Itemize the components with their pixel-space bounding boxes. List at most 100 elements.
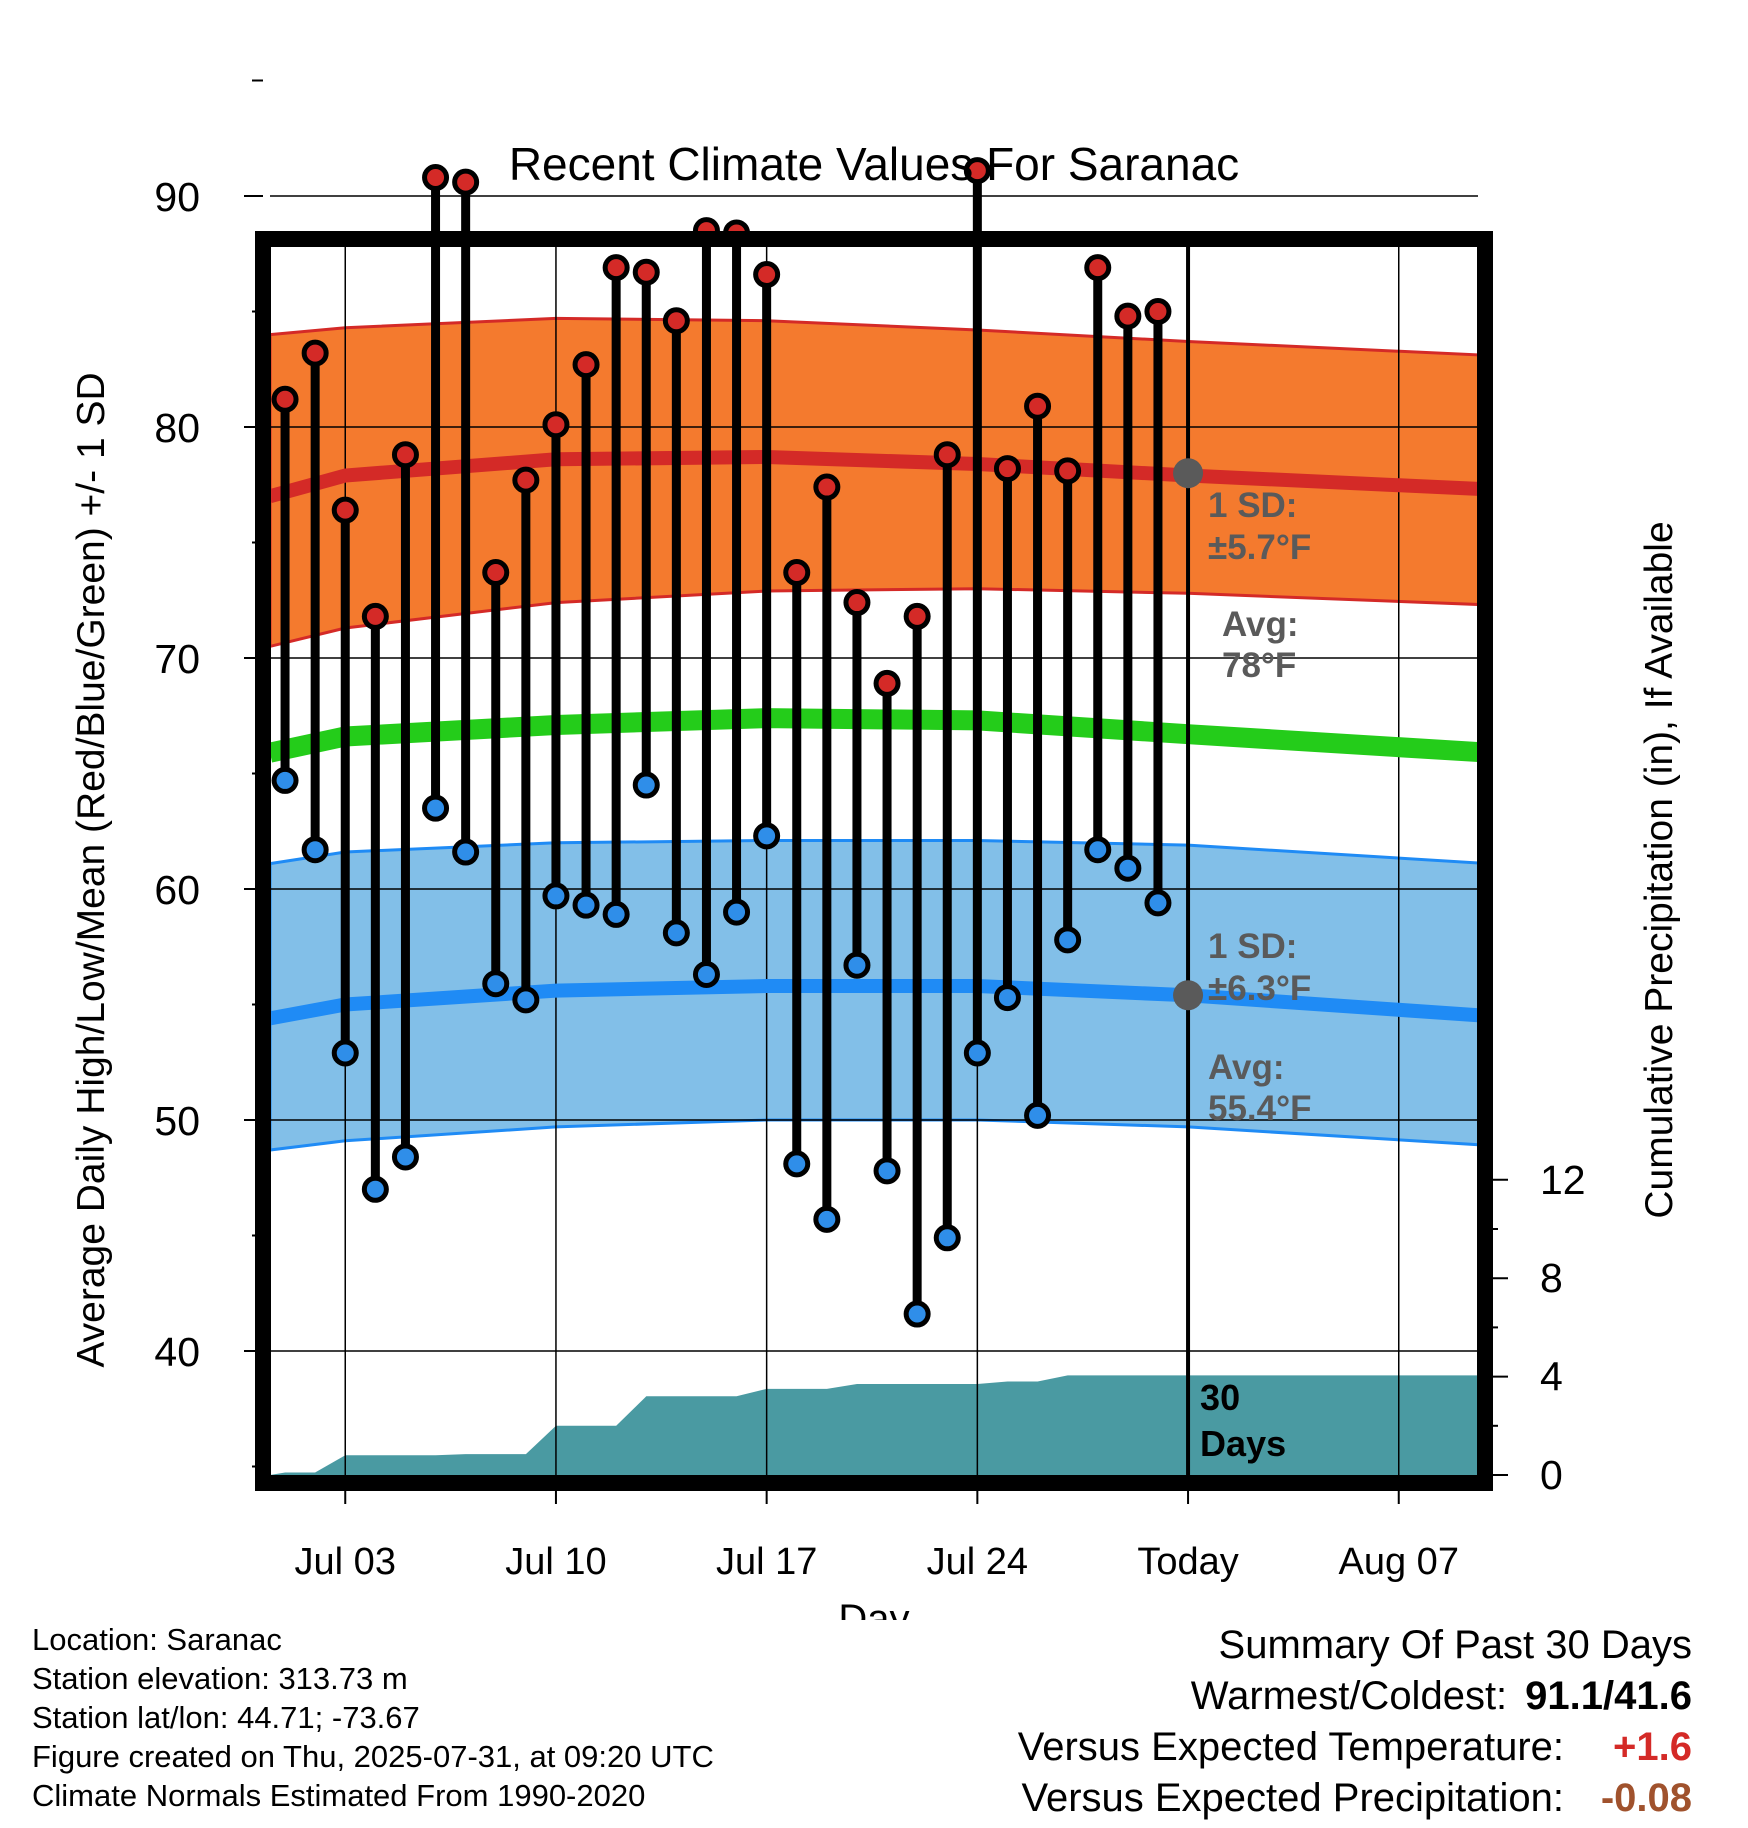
warmest-value: 91.1/41.6 [1525,1674,1692,1718]
low-point [632,771,660,799]
high-point [1084,254,1112,282]
summary-temp-row: Versus Expected Temperature: +1.6 [1018,1722,1692,1773]
today-marker: 30 Days [1186,246,1286,1476]
x-axis-label: Day [838,1597,909,1620]
high-point [422,164,450,192]
low-point [331,1039,359,1067]
summary-precip-row: Versus Expected Precipitation: -0.08 [1018,1773,1692,1824]
low-point [452,838,480,866]
high-avg-marker [1173,458,1204,489]
low-point [692,960,720,988]
daily-points [271,157,1172,1328]
y2-tick-label: 4 [1540,1354,1563,1400]
high-point [361,602,389,630]
daily-range-bars [280,170,1163,1315]
high-point [632,258,660,286]
low-point [753,822,781,850]
low-avg-value: 55.4°F [1208,1089,1312,1128]
high-avg-label: Avg: [1222,605,1298,644]
x-tick-label: Jul 24 [927,1541,1028,1583]
today-days-label: 30 [1200,1377,1240,1418]
summary-warmest-row: Warmest/Coldest: 91.1/41.6 [1018,1671,1692,1722]
low-point [933,1224,961,1252]
high-point [542,411,570,439]
low-point [602,900,630,928]
low-point [1144,889,1172,917]
low-point [873,1157,901,1185]
high-point [933,441,961,469]
low-point [723,898,751,926]
low-point [361,1175,389,1203]
low-point [572,891,600,919]
high-point [843,589,871,617]
low-point [301,836,329,864]
low-point [662,919,690,947]
normals-text: Climate Normals Estimated From 1990-2020 [32,1778,646,1813]
low-point [512,986,540,1014]
axes: 40 50 60 70 80 90 0 4 8 12 Jul 03 Jul 10 Jul 17 Jul 2… [154,79,1586,1583]
low-point [963,1039,991,1067]
chart-title: Recent Climate Values For Saranac [509,138,1239,190]
elevation-text: Station elevation: 313.73 m [32,1661,408,1696]
high-point [993,455,1021,483]
high-point [301,339,329,367]
high-point [271,385,299,413]
y-tick-label: 60 [154,867,200,913]
mean-normal-line [267,708,1490,763]
high-point [1024,392,1052,420]
precip-area [270,1375,1489,1475]
low-point [271,766,299,794]
x-tick-label: Aug 07 [1339,1541,1459,1583]
summary-title: Summary Of Past 30 Days [1218,1623,1692,1667]
high-point [452,168,480,196]
high-point [783,559,811,587]
low-sd-value: ±6.3°F [1208,969,1311,1008]
high-point [813,473,841,501]
normal-bands [268,316,1491,1152]
high-point [753,261,781,289]
y2-tick-label: 0 [1540,1452,1563,1498]
y-tick-label: 50 [154,1098,200,1144]
high-point [331,496,359,524]
temp-label: Versus Expected Temperature: [1017,1725,1564,1769]
frame-rect [255,231,1493,1491]
low-avg-label: Avg: [1208,1048,1284,1087]
low-point [783,1150,811,1178]
summary-panel: Summary Of Past 30 Days Warmest/Coldest:… [1018,1620,1692,1824]
high-point [512,466,540,494]
low-point [391,1143,419,1171]
high-point [873,669,901,697]
y-tick-label: 70 [154,636,200,682]
x-tick-label: Jul 03 [295,1541,396,1583]
precip-label: Versus Expected Precipitation: [1021,1776,1564,1820]
precipitation-area [270,1375,1489,1475]
created-text: Figure created on Thu, 2025-07-31, at 09… [32,1739,714,1774]
high-point [1054,457,1082,485]
today-days-label: Days [1200,1423,1286,1464]
low-sd-label: 1 SD: [1208,927,1297,966]
y2-axis-label: Cumulative Precipitation (in), If Availa… [1638,521,1681,1218]
high-sd-label: 1 SD: [1208,486,1297,525]
high-point [903,602,931,630]
precip-value: -0.08 [1600,1776,1692,1820]
high-point [391,441,419,469]
temp-value: +1.6 [1613,1725,1692,1769]
high-point [1114,302,1142,330]
low-point [1024,1101,1052,1129]
location-text: Location: Saranac [32,1622,282,1657]
station-info: Location: Saranac Station elevation: 313… [32,1620,714,1815]
x-tick-label: Jul 10 [505,1541,606,1583]
y2-tick-label: 8 [1540,1255,1563,1301]
high-point [1144,298,1172,325]
latlon-text: Station lat/lon: 44.71; -73.67 [32,1700,420,1735]
y-tick-label: 90 [154,174,200,220]
low-point [993,984,1021,1012]
low-avg-marker [1173,980,1204,1011]
y2-tick-label: 12 [1540,1157,1586,1203]
high-point [963,157,991,185]
low-point [482,970,510,998]
high-point [602,254,630,282]
low-point [542,882,570,910]
